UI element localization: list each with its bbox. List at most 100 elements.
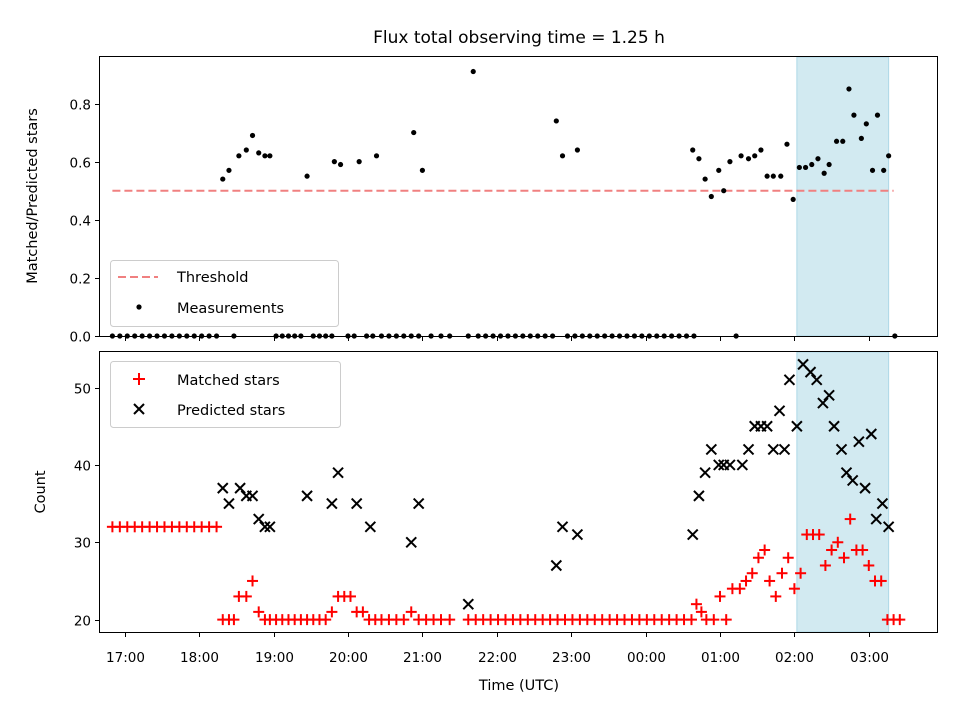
predicted-star-point xyxy=(823,389,835,402)
measurement-point xyxy=(356,159,362,165)
measurement-point xyxy=(758,147,764,153)
predicted-star-point xyxy=(332,466,344,479)
bottom-plot-frame xyxy=(99,351,938,633)
top-y-tick-label: 0.0 xyxy=(70,330,91,346)
measurement-point xyxy=(863,121,869,127)
measurement-point xyxy=(869,167,876,173)
matched-star-point xyxy=(788,583,800,595)
predicted-star-point xyxy=(412,497,425,510)
predicted-star-point xyxy=(301,490,313,502)
predicted-star-point xyxy=(253,513,265,525)
matched-star-point xyxy=(894,614,906,626)
matched-star-point xyxy=(357,606,369,618)
chart-title: Flux total observing time = 1.25 h xyxy=(373,28,665,48)
x-tick-label: 02:00 xyxy=(775,650,814,666)
top-y-tick-label: 0.2 xyxy=(70,272,91,288)
top-y-tick-label: 0.6 xyxy=(70,156,91,172)
matched-star-point xyxy=(782,552,794,564)
predicted-star-point xyxy=(791,420,803,432)
measurement-point xyxy=(690,147,696,153)
measurement-point xyxy=(373,153,380,159)
predicted-star-point xyxy=(859,482,871,494)
measurement-point xyxy=(770,173,776,179)
matched-star-point xyxy=(720,614,732,626)
highlight-region xyxy=(796,56,890,337)
x-tick-label: 22:00 xyxy=(478,650,517,666)
predicted-star-point xyxy=(364,521,377,533)
x-tick-label: 18:00 xyxy=(180,650,219,666)
predicted-star-point xyxy=(773,405,786,417)
x-tick-label: 03:00 xyxy=(850,650,889,666)
predicted-star-point xyxy=(778,443,791,456)
measurement-point xyxy=(851,112,857,118)
matched-star-point xyxy=(685,614,697,626)
x-tick-label: 21:00 xyxy=(403,650,442,666)
matched-star-point xyxy=(695,606,707,618)
predicted-star-point xyxy=(405,536,417,548)
measurement-point xyxy=(778,173,784,179)
matched-star-point xyxy=(708,614,720,626)
predicted-star-point xyxy=(767,443,780,456)
top-y-axis-label: Matched/Predicted stars xyxy=(25,108,41,284)
matched-star-point xyxy=(398,614,410,626)
matched-star-point xyxy=(875,575,887,587)
x-axis-label: Time (UTC) xyxy=(478,678,559,694)
measurement-point xyxy=(886,153,892,159)
predicted-star-point xyxy=(742,443,755,456)
measurement-point xyxy=(752,153,758,159)
predicted-star-point xyxy=(687,528,699,541)
matched-star-point xyxy=(253,606,265,618)
predicted-star-point xyxy=(550,559,563,572)
matched-star-point xyxy=(740,575,752,587)
measurement-point xyxy=(858,135,864,141)
predicted-star-point xyxy=(693,490,705,502)
matched-star-point xyxy=(813,529,825,541)
matched-star-point xyxy=(746,567,758,579)
predicted-star-point xyxy=(870,513,882,525)
matched-star-point xyxy=(826,544,838,556)
predicted-star-point xyxy=(259,521,271,533)
matched-star-point xyxy=(240,590,252,602)
predicted-star-point xyxy=(217,482,229,494)
predicted-star-point xyxy=(840,466,853,479)
top-y-tick-label: 0.4 xyxy=(70,214,91,230)
predicted-star-point xyxy=(811,374,823,386)
matched-star-point xyxy=(444,614,456,626)
measurement-point xyxy=(721,188,727,194)
matched-star-point xyxy=(320,614,332,626)
measurement-point xyxy=(790,196,796,203)
matched-star-point xyxy=(228,614,240,626)
measurement-point xyxy=(802,164,809,171)
measurement-point xyxy=(249,132,256,139)
x-tick-label: 01:00 xyxy=(701,650,740,666)
measurement-point xyxy=(833,138,840,144)
predicted-star-point xyxy=(234,482,246,494)
matched-star-point xyxy=(344,590,356,602)
measurement-point xyxy=(337,161,344,168)
predicted-star-point xyxy=(817,397,829,409)
measurement-point xyxy=(702,176,708,182)
matched-star-point xyxy=(795,567,807,579)
matched-star-point xyxy=(844,513,856,525)
measurement-point xyxy=(470,68,476,75)
bottom-legend: Matched stars Predicted stars xyxy=(110,361,341,428)
measurement-point xyxy=(559,153,566,159)
matched-star-point xyxy=(764,575,776,587)
measurement-point xyxy=(696,156,702,162)
predicted-star-point xyxy=(882,521,895,533)
predicted-star-point xyxy=(876,497,889,510)
matched-star-point xyxy=(326,606,338,618)
x-tick-label: 23:00 xyxy=(552,650,591,666)
bottom-y-tick-label: 50 xyxy=(74,382,91,398)
matched-star-point xyxy=(734,583,746,595)
measurement-point xyxy=(411,129,417,136)
measurement-point xyxy=(784,141,790,147)
matched-star-point xyxy=(247,575,259,587)
predicted-star-point xyxy=(736,459,749,471)
matched-star-point xyxy=(759,544,771,556)
predicted-star-point xyxy=(835,443,848,456)
predicted-star-point xyxy=(713,459,725,471)
measurement-point xyxy=(764,173,770,179)
measurement-point xyxy=(419,167,425,173)
